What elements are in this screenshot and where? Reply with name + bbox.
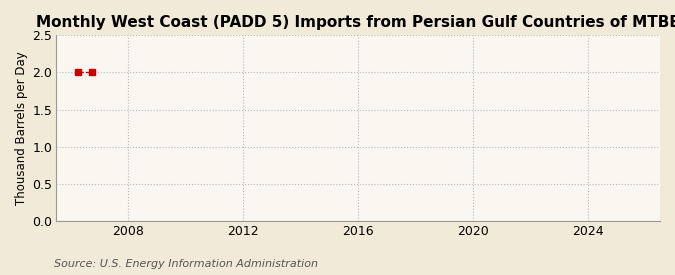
Text: Source: U.S. Energy Information Administration: Source: U.S. Energy Information Administ… <box>54 259 318 269</box>
Title: Monthly West Coast (PADD 5) Imports from Persian Gulf Countries of MTBE: Monthly West Coast (PADD 5) Imports from… <box>36 15 675 30</box>
Y-axis label: Thousand Barrels per Day: Thousand Barrels per Day <box>15 51 28 205</box>
